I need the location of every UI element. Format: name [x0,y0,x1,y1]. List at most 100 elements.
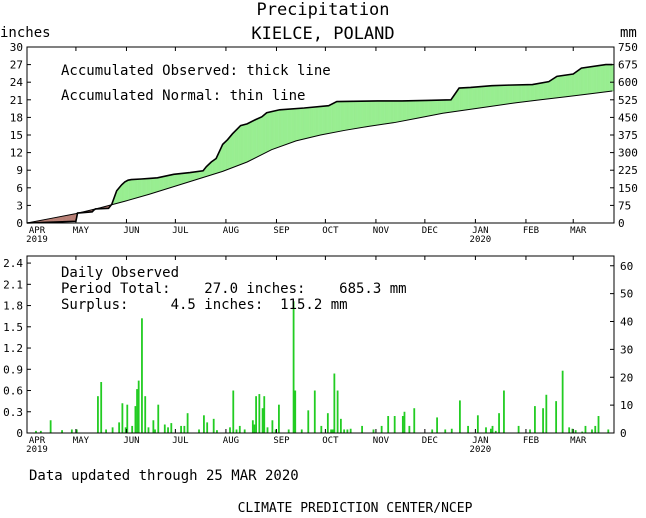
month-label: SEP [273,436,290,446]
daily-bar [105,429,107,433]
month-label: FEB [523,436,539,446]
daily-bar [346,429,349,433]
daily-bar [137,380,140,433]
y-tick-label-mm: 30 [620,343,633,356]
daily-bar [255,396,257,433]
y-tick-label-mm: 450 [618,111,638,124]
daily-bar [313,390,316,433]
daily-bar [326,413,329,433]
daily-bar [266,427,269,433]
month-label: APR [29,436,46,446]
daily-bar [584,425,587,433]
credit-text: CLIMATE PREDICTION CENTER/NCEP [238,501,473,516]
daily-bar [574,430,577,433]
y-tick-label-mm: 10 [620,399,633,412]
daily-bar [292,301,295,433]
year-label: 2020 [470,445,492,455]
y-tick-label-mm: 60 [620,260,633,273]
accumulated-normal-line [26,90,613,224]
daily-bar [330,429,332,433]
daily-bar [167,427,169,433]
daily-bar [134,406,137,433]
y-tick-label-inches: 0.6 [3,385,23,398]
daily-bar [485,427,487,433]
daily-bar [100,382,103,433]
daily-bar [401,416,404,433]
y-tick-label-inches: 0.9 [3,363,23,376]
month-label: SEP [273,226,290,236]
y-tick-label-inches: 18 [10,111,23,124]
daily-bar [343,429,346,433]
daily-bar [111,427,114,433]
daily-bar [545,394,548,433]
month-label: AUG [223,436,239,446]
month-label: DEC [422,436,438,446]
y-tick-label-inches: 9 [16,164,23,177]
daily-bar [597,416,600,433]
y-tick-label-inches: 21 [10,94,23,107]
daily-bar [467,425,469,433]
y-tick-label-mm: 50 [620,288,633,301]
month-label: JUL [172,226,188,236]
y-tick-label-inches: 2.4 [3,257,23,270]
month-label: NOV [373,436,390,446]
daily-bar [561,370,564,433]
daily-bar [339,418,342,433]
daily-bar [118,422,121,433]
y-tick-label-mm: 150 [618,182,638,195]
y-tick-label-mm: 40 [620,316,633,329]
y-tick-label-mm: 20 [620,371,633,384]
month-label: FEB [523,226,539,236]
y-tick-label-mm: 375 [618,129,638,142]
daily-bar [157,404,160,433]
daily-bar [476,415,479,433]
month-label: JUN [123,226,139,236]
daily-bar [251,420,254,433]
y-tick-label-inches: 3 [16,199,23,212]
year-label: 2020 [470,235,492,245]
y-tick-label-inches: 15 [10,129,23,142]
daily-bar [271,420,274,433]
y-tick-label-inches: 2.1 [3,278,23,291]
month-label: APR [29,226,46,236]
accumulated-lines [26,63,613,224]
month-label: MAR [570,436,587,446]
y-tick-label-inches: 12 [10,147,23,160]
daily-bar [444,429,447,433]
daily-bar [170,423,173,433]
y-tick-label-inches: 0 [16,427,23,440]
daily-bar [320,425,323,433]
daily-bar [571,428,574,433]
daily-bar [491,425,494,433]
daily-bar [372,429,375,433]
y-tick-label-inches: 1.2 [3,342,23,355]
y-tick-label-inches: 0.3 [3,406,23,419]
daily-bar [503,390,505,433]
daily-bar [436,417,438,433]
daily-bar [361,425,363,433]
daily-bar [141,318,143,433]
daily-bar [253,424,256,433]
daily-bar [607,429,610,433]
daily-bar [529,429,531,433]
daily-bar [393,416,396,433]
period-total-text: Period Total: 27.0 inches: 685.3 mm [61,281,407,297]
y-tick-label-mm: 675 [618,59,638,72]
daily-bar [278,404,280,433]
daily-bar [274,429,277,433]
daily-bar [180,425,182,433]
daily-bar [124,427,127,433]
accumulated-x-ticks: APR MAY JUN JUL AUG SEP OCT NOV DEC JAN FEB MAR 2019… [26,47,615,245]
y-tick-label-mm: 525 [618,94,638,107]
daily-bar [263,396,266,433]
daily-bar [403,411,406,433]
year-label: 2019 [26,235,48,245]
daily-frame [26,255,615,434]
daily-bar [39,430,42,433]
daily-bar [387,416,390,433]
y-tick-label-inches: 1.5 [3,321,23,334]
y-tick-label-inches: 6 [16,182,23,195]
daily-bar [331,429,334,433]
daily-bar [459,400,461,433]
